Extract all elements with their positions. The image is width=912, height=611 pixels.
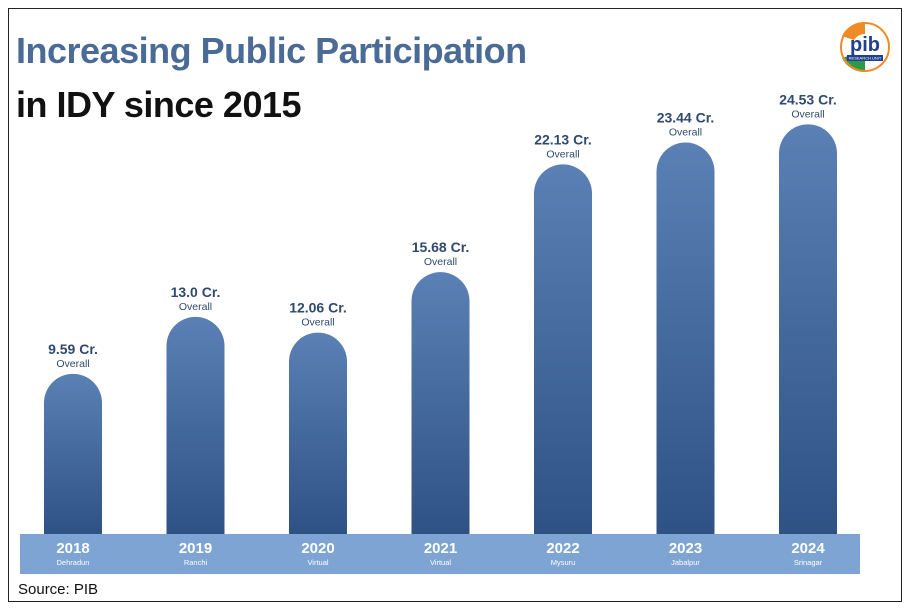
bar-2021 xyxy=(411,272,470,534)
value-label-2021: 15.68 Cr. xyxy=(412,239,470,255)
bar-2022 xyxy=(534,164,592,534)
year-label-2018: 2018 xyxy=(56,540,89,557)
year-label-2022: 2022 xyxy=(546,540,579,557)
chart-title-line1: Increasing Public Participation xyxy=(16,30,527,71)
value-label-2022: 22.13 Cr. xyxy=(534,131,592,147)
value-label-2019: 13.0 Cr. xyxy=(171,284,221,300)
logo-text: pib xyxy=(850,34,880,56)
overall-label-2023: Overall xyxy=(669,127,702,139)
overall-label-2024: Overall xyxy=(791,108,824,120)
location-label-2018: Dehradun xyxy=(57,558,90,567)
value-label-2023: 23.44 Cr. xyxy=(657,110,715,126)
overall-label-2019: Overall xyxy=(179,301,212,313)
overall-label-2018: Overall xyxy=(56,358,89,370)
bar-2018 xyxy=(44,373,102,534)
source-note: Source: PIB xyxy=(18,581,99,598)
value-label-2020: 12.06 Cr. xyxy=(289,300,347,316)
location-label-2023: Jabalpur xyxy=(671,558,700,567)
bar-2024 xyxy=(779,124,837,534)
location-label-2022: Mysuru xyxy=(551,558,576,567)
year-label-2023: 2023 xyxy=(669,540,702,557)
overall-label-2022: Overall xyxy=(546,148,579,160)
logo-subtext: RESEARCH UNIT xyxy=(849,56,882,61)
overall-label-2020: Overall xyxy=(301,317,334,329)
location-label-2021: Virtual xyxy=(430,558,451,567)
year-label-2021: 2021 xyxy=(424,540,457,557)
value-label-2024: 24.53 Cr. xyxy=(779,91,837,107)
bar-2020 xyxy=(289,332,347,534)
location-label-2020: Virtual xyxy=(307,558,328,567)
location-label-2024: Srinagar xyxy=(794,558,823,567)
bar-2019 xyxy=(166,316,225,534)
bar-2023 xyxy=(656,142,715,534)
year-label-2020: 2020 xyxy=(301,540,334,557)
year-band xyxy=(20,534,860,574)
chart-title-line2: in IDY since 2015 xyxy=(16,84,302,125)
value-label-2018: 9.59 Cr. xyxy=(48,341,98,357)
overall-label-2021: Overall xyxy=(424,256,457,268)
year-label-2019: 2019 xyxy=(179,540,212,557)
year-label-2024: 2024 xyxy=(791,540,825,557)
location-label-2019: Ranchi xyxy=(184,558,208,567)
pib-logo: pib RESEARCH UNIT xyxy=(840,21,890,73)
